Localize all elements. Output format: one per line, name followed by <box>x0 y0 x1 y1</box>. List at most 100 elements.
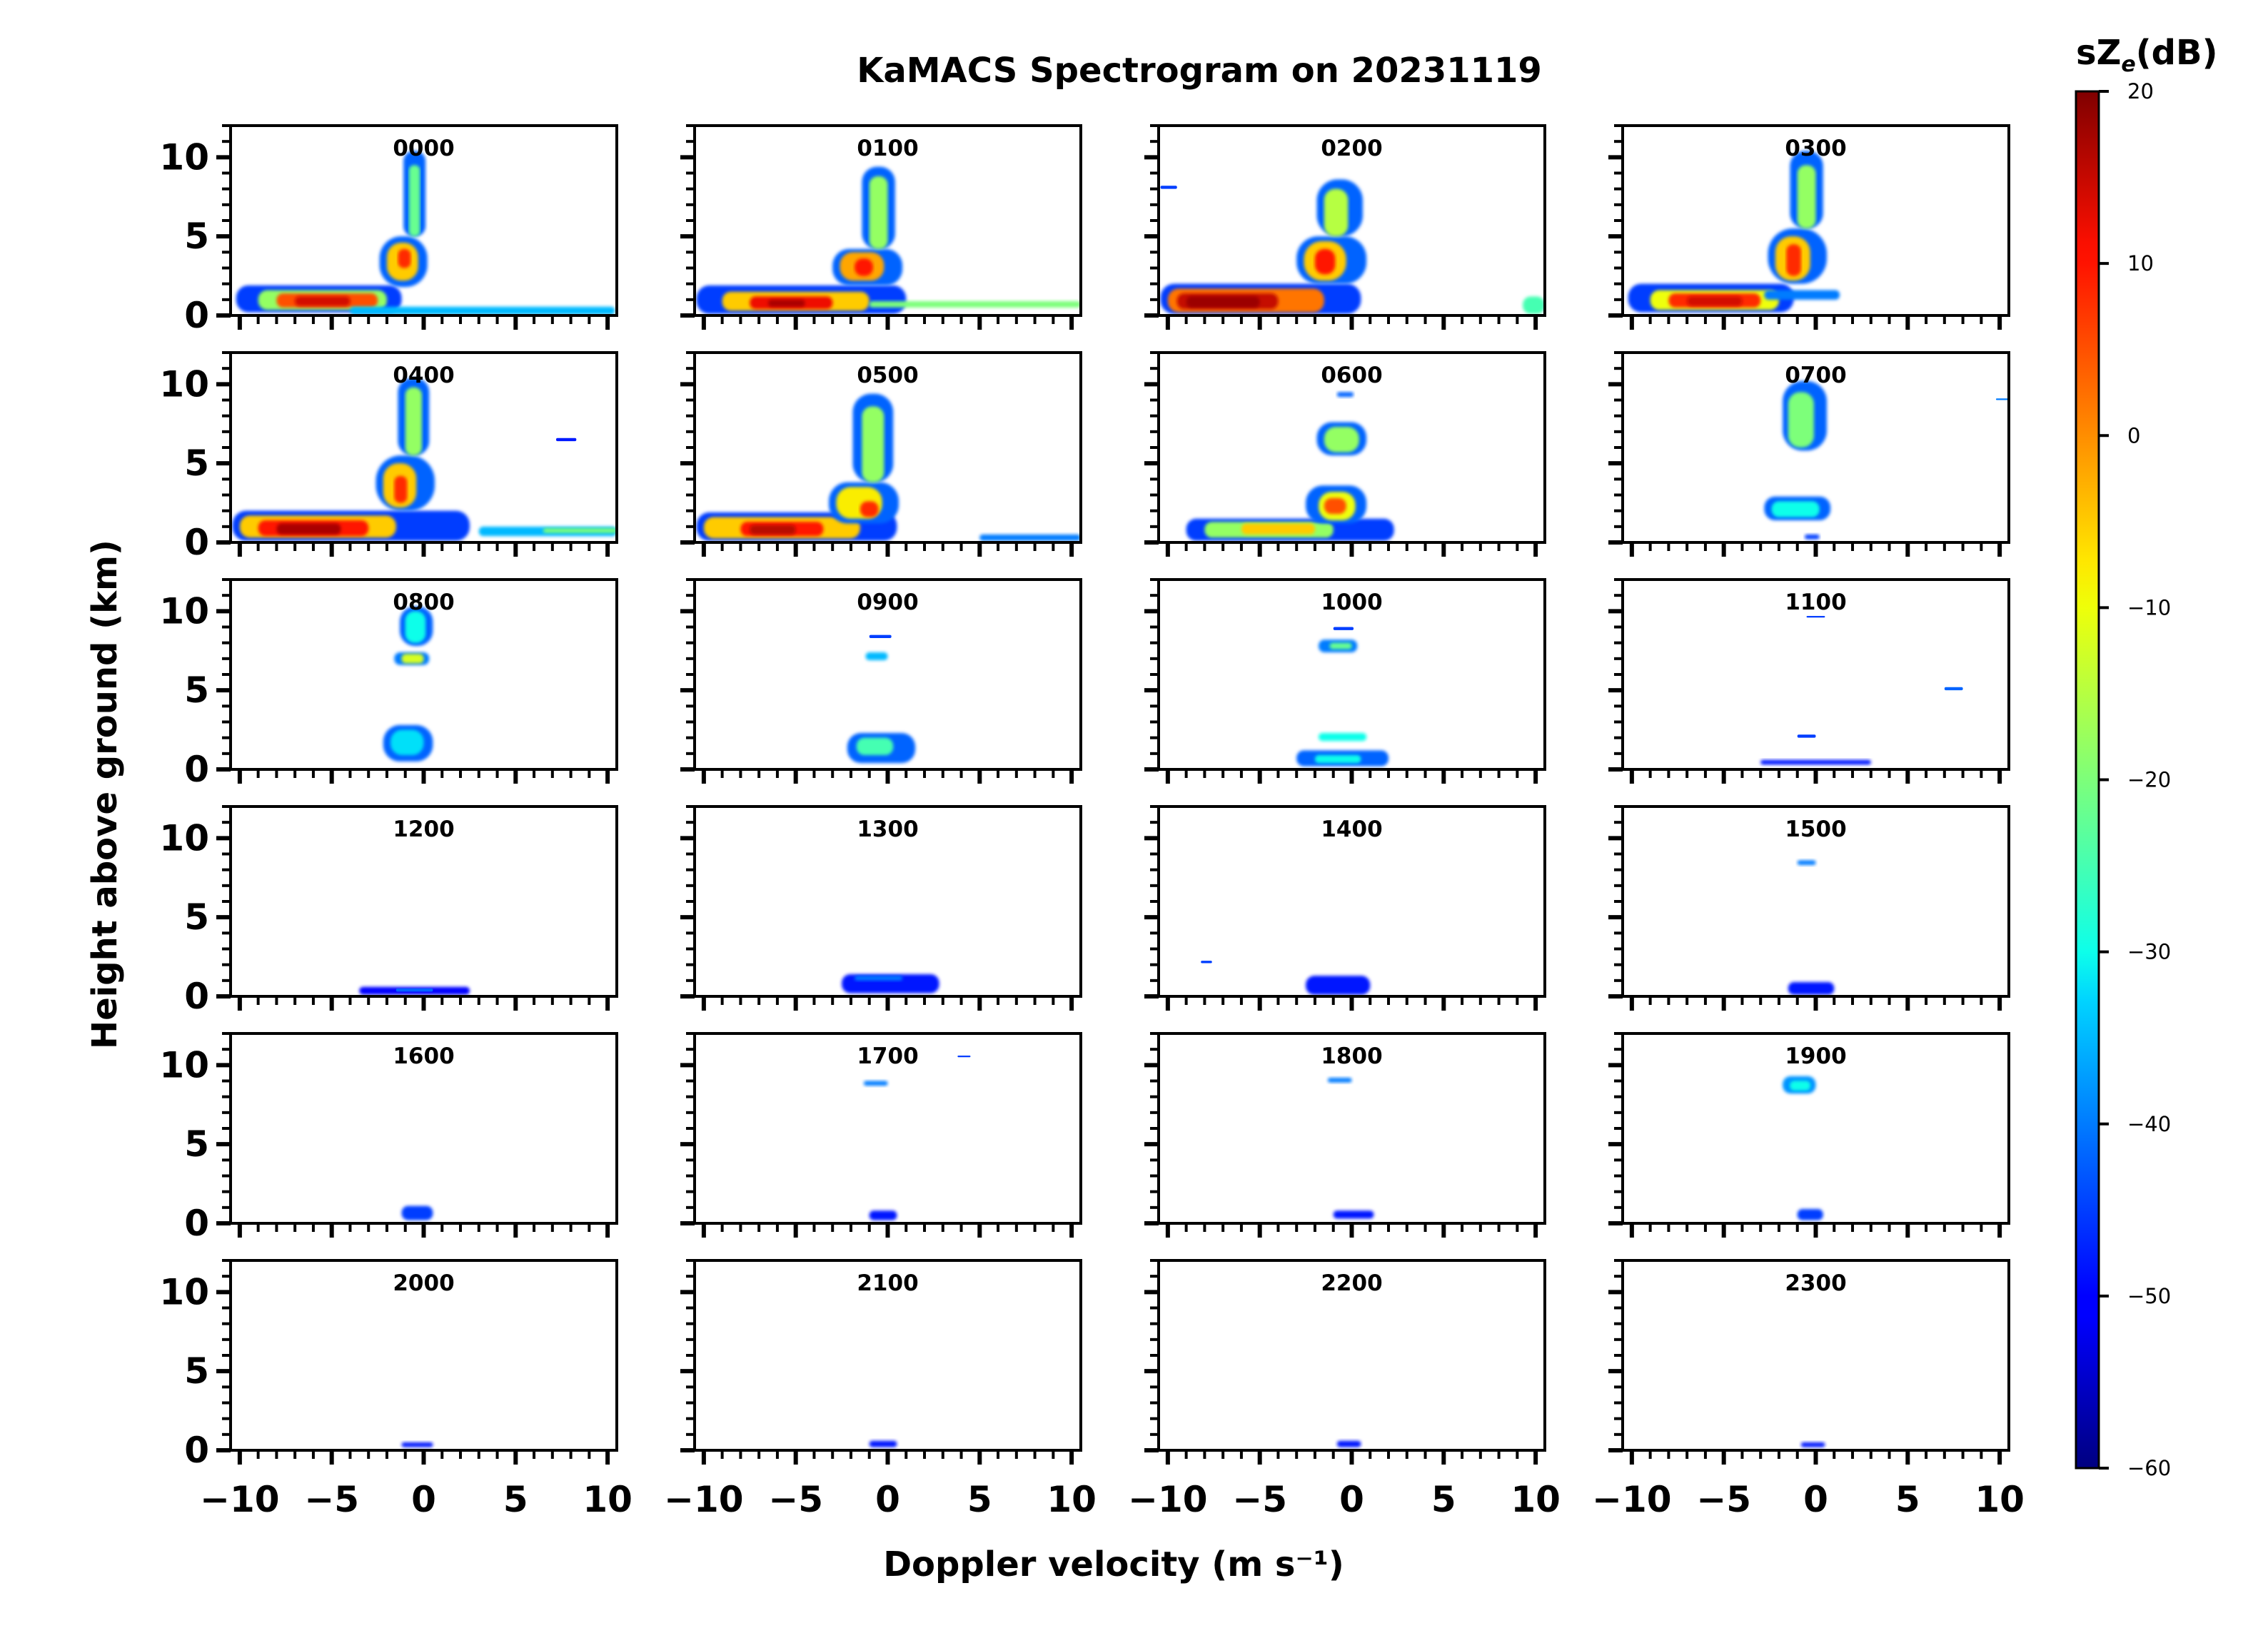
panel-time-label: 0600 <box>1321 363 1382 388</box>
spectral-feature <box>1788 392 1814 448</box>
spectrogram-panel-2300: 2300 −10 −5 0 5 10 <box>1592 1259 2025 1520</box>
spectral-feature <box>543 528 617 533</box>
spectral-features <box>1783 1076 1823 1220</box>
spectral-feature <box>869 1440 897 1447</box>
spectral-feature <box>1797 165 1816 229</box>
x-tick-label: 10 <box>583 1479 632 1520</box>
spectral-feature <box>394 475 408 503</box>
colorbar-tick-label: −50 <box>2127 1284 2171 1308</box>
spectral-features <box>842 974 939 994</box>
spectral-feature <box>1329 642 1352 649</box>
spectral-feature <box>1324 497 1346 515</box>
spectral-feature <box>1186 296 1260 308</box>
x-tick-label: 0 <box>411 1479 436 1520</box>
spectral-feature <box>1201 961 1212 964</box>
spectral-feature <box>398 248 411 268</box>
y-tick-label: 5 <box>184 443 209 484</box>
panel-time-label: 0100 <box>857 136 918 161</box>
spectral-feature <box>855 258 873 276</box>
spectrogram-panel-0200: 0200 <box>1144 124 1546 330</box>
spectral-features <box>232 378 617 541</box>
spectral-feature <box>1314 755 1361 764</box>
panel-time-label: 2100 <box>857 1270 918 1296</box>
spectral-feature <box>1241 523 1315 535</box>
x-tick-label: −5 <box>768 1479 823 1520</box>
x-tick-label: 5 <box>967 1479 992 1520</box>
colorbar-tick-label: 10 <box>2127 251 2154 275</box>
x-tick-label: 5 <box>1431 1479 1456 1520</box>
spectral-feature <box>405 611 426 643</box>
figure-title: KaMACS Spectrogram on 20231119 <box>857 51 1542 91</box>
panel-time-label: 1700 <box>857 1043 918 1069</box>
colorbar-label-unit: (dB) <box>2136 33 2218 73</box>
spectrogram-panel-0900: 0900 <box>680 578 1082 784</box>
y-tick-label: 0 <box>184 295 209 336</box>
spectral-features <box>1760 615 1963 765</box>
spectral-feature <box>957 1056 971 1058</box>
spectrogram-panel-1000: 1000 <box>1144 578 1546 784</box>
panel-time-label: 1600 <box>393 1043 454 1069</box>
y-tick-label: 0 <box>184 522 209 563</box>
spectrogram-panel-1900: 1900 <box>1608 1032 2010 1238</box>
colorbar-tick-label: 0 <box>2127 423 2140 448</box>
spectrogram-panel-1800: 1800 <box>1144 1032 1546 1238</box>
spectral-feature <box>276 523 341 535</box>
y-tick-label: 5 <box>184 1350 209 1392</box>
spectral-features <box>1788 860 1835 995</box>
y-tick-label: 10 <box>159 136 209 178</box>
y-tick-label: 0 <box>184 1430 209 1471</box>
spectral-feature <box>395 988 433 992</box>
x-tick-label: −10 <box>1128 1479 1207 1520</box>
panel-time-label: 0500 <box>857 363 918 388</box>
colorbar-ticks: 20 10 0 −10 −20 −30 −40 −50 −60 <box>2099 79 2171 1480</box>
spectrogram-panel-2200: 2200 −10 −5 0 5 10 <box>1128 1259 1561 1520</box>
spectral-features <box>1800 1442 1825 1447</box>
panel-time-label: 1500 <box>1785 816 1846 842</box>
spectral-feature <box>1324 427 1359 452</box>
spectral-features <box>1201 961 1371 995</box>
spectral-feature <box>768 299 805 307</box>
spectral-feature <box>405 387 422 456</box>
y-tick-label: 5 <box>184 1123 209 1165</box>
y-tick-label: 10 <box>159 590 209 632</box>
panel-time-label: 0400 <box>393 363 454 388</box>
spectral-feature <box>869 301 1081 308</box>
spectrogram-panel-0600: 0600 <box>1144 351 1546 557</box>
spectral-features <box>236 151 615 315</box>
spectrogram-panel-0800: 0800 0 5 10 <box>159 578 618 790</box>
spectrogram-panel-0300: 0300 <box>1608 124 2010 330</box>
panel-time-label: 1200 <box>393 816 454 842</box>
spectral-features <box>1186 392 1394 541</box>
panel-time-label: 1100 <box>1785 590 1846 615</box>
panel-time-label: 2300 <box>1785 1270 1846 1296</box>
colorbar-tick-label: −40 <box>2127 1112 2171 1136</box>
y-axis-label: Height above ground (km) <box>85 540 125 1049</box>
spectral-feature <box>869 634 892 639</box>
spectral-feature <box>1306 976 1371 995</box>
y-tick-label: 10 <box>159 817 209 859</box>
spectrogram-panel-0700: 0700 <box>1608 351 2010 557</box>
x-tick-label: −10 <box>1592 1479 1671 1520</box>
x-tick-label: −5 <box>1696 1479 1751 1520</box>
spectral-features <box>864 1056 971 1220</box>
panel-time-label: 0900 <box>857 590 918 615</box>
spectral-feature <box>864 1081 888 1086</box>
x-tick-label: −10 <box>664 1479 743 1520</box>
spectrogram-panel-1500: 1500 <box>1608 805 2010 1011</box>
x-tick-label: −10 <box>200 1479 279 1520</box>
spectral-features <box>359 986 470 995</box>
colorbar-gradient <box>2075 90 2100 1470</box>
spectral-features <box>1328 1078 1374 1219</box>
spectral-feature <box>350 306 615 315</box>
spectral-feature <box>1333 1210 1374 1219</box>
spectral-feature <box>865 652 888 661</box>
colorbar-label-sub: e <box>2121 52 2135 77</box>
spectral-feature <box>401 654 424 664</box>
spectrogram-panel-0400: 0400 0 5 10 <box>159 351 618 563</box>
spectral-features <box>1336 1440 1361 1447</box>
spectral-feature <box>1771 501 1820 517</box>
y-tick-label: 10 <box>159 1044 209 1086</box>
spectral-feature <box>1995 398 2009 400</box>
panel-time-label: 1000 <box>1321 590 1382 615</box>
